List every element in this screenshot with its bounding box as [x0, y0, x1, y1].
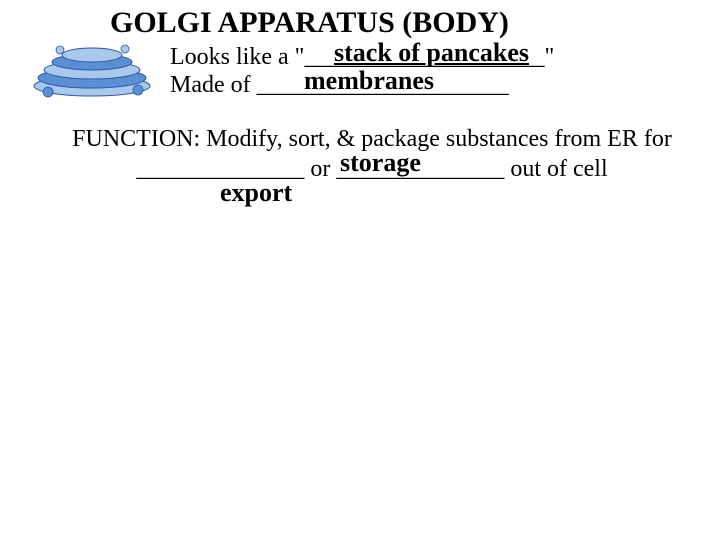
fill-export: export — [220, 178, 292, 208]
golgi-illustration — [30, 40, 155, 105]
slide-title: GOLGI APPARATUS (BODY) — [110, 6, 509, 40]
fill-membranes: membranes — [304, 66, 434, 96]
fill-storage: storage — [340, 148, 421, 178]
fill-stack-of-pancakes: stack of pancakes — [334, 38, 529, 68]
